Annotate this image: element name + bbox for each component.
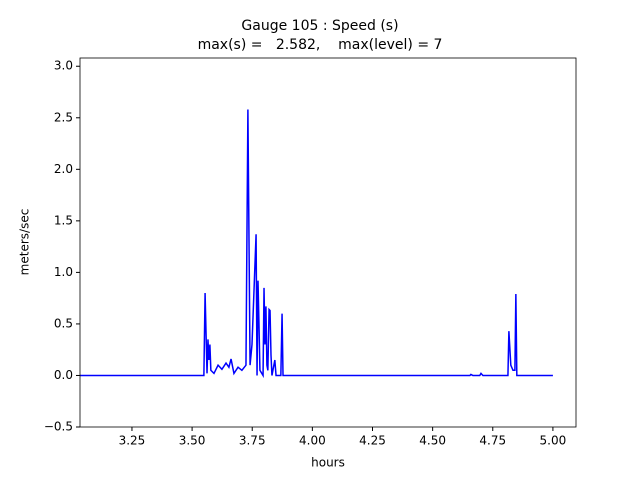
x-tick-label: 4.25 bbox=[359, 434, 386, 448]
chart-title: Gauge 105 : Speed (s) bbox=[241, 18, 398, 34]
x-tick-label: 3.25 bbox=[119, 434, 146, 448]
y-tick-label: 2.5 bbox=[54, 110, 73, 124]
y-tick-label: 3.0 bbox=[54, 59, 73, 73]
x-tick-label: 4.00 bbox=[299, 434, 326, 448]
x-axis-label: hours bbox=[311, 456, 345, 470]
y-tick-label: 1.0 bbox=[54, 265, 73, 279]
y-tick-label: −0.5 bbox=[44, 420, 73, 434]
y-tick-label: 0.0 bbox=[54, 368, 73, 382]
x-tick-label: 4.50 bbox=[419, 434, 446, 448]
x-tick-label: 5.00 bbox=[540, 434, 567, 448]
x-tick-label: 4.75 bbox=[479, 434, 506, 448]
data-line bbox=[80, 109, 553, 379]
plot-frame bbox=[79, 57, 577, 428]
y-axis-label: meters/sec bbox=[18, 209, 32, 276]
y-tick-label: 1.5 bbox=[54, 213, 73, 227]
chart-subtitle: max(s) = 2.582, max(level) = 7 bbox=[198, 37, 443, 53]
x-tick-label: 3.50 bbox=[179, 434, 206, 448]
x-tick-label: 3.75 bbox=[239, 434, 266, 448]
y-tick-label: 0.5 bbox=[54, 316, 73, 330]
y-tick-label: 2.0 bbox=[54, 162, 73, 176]
